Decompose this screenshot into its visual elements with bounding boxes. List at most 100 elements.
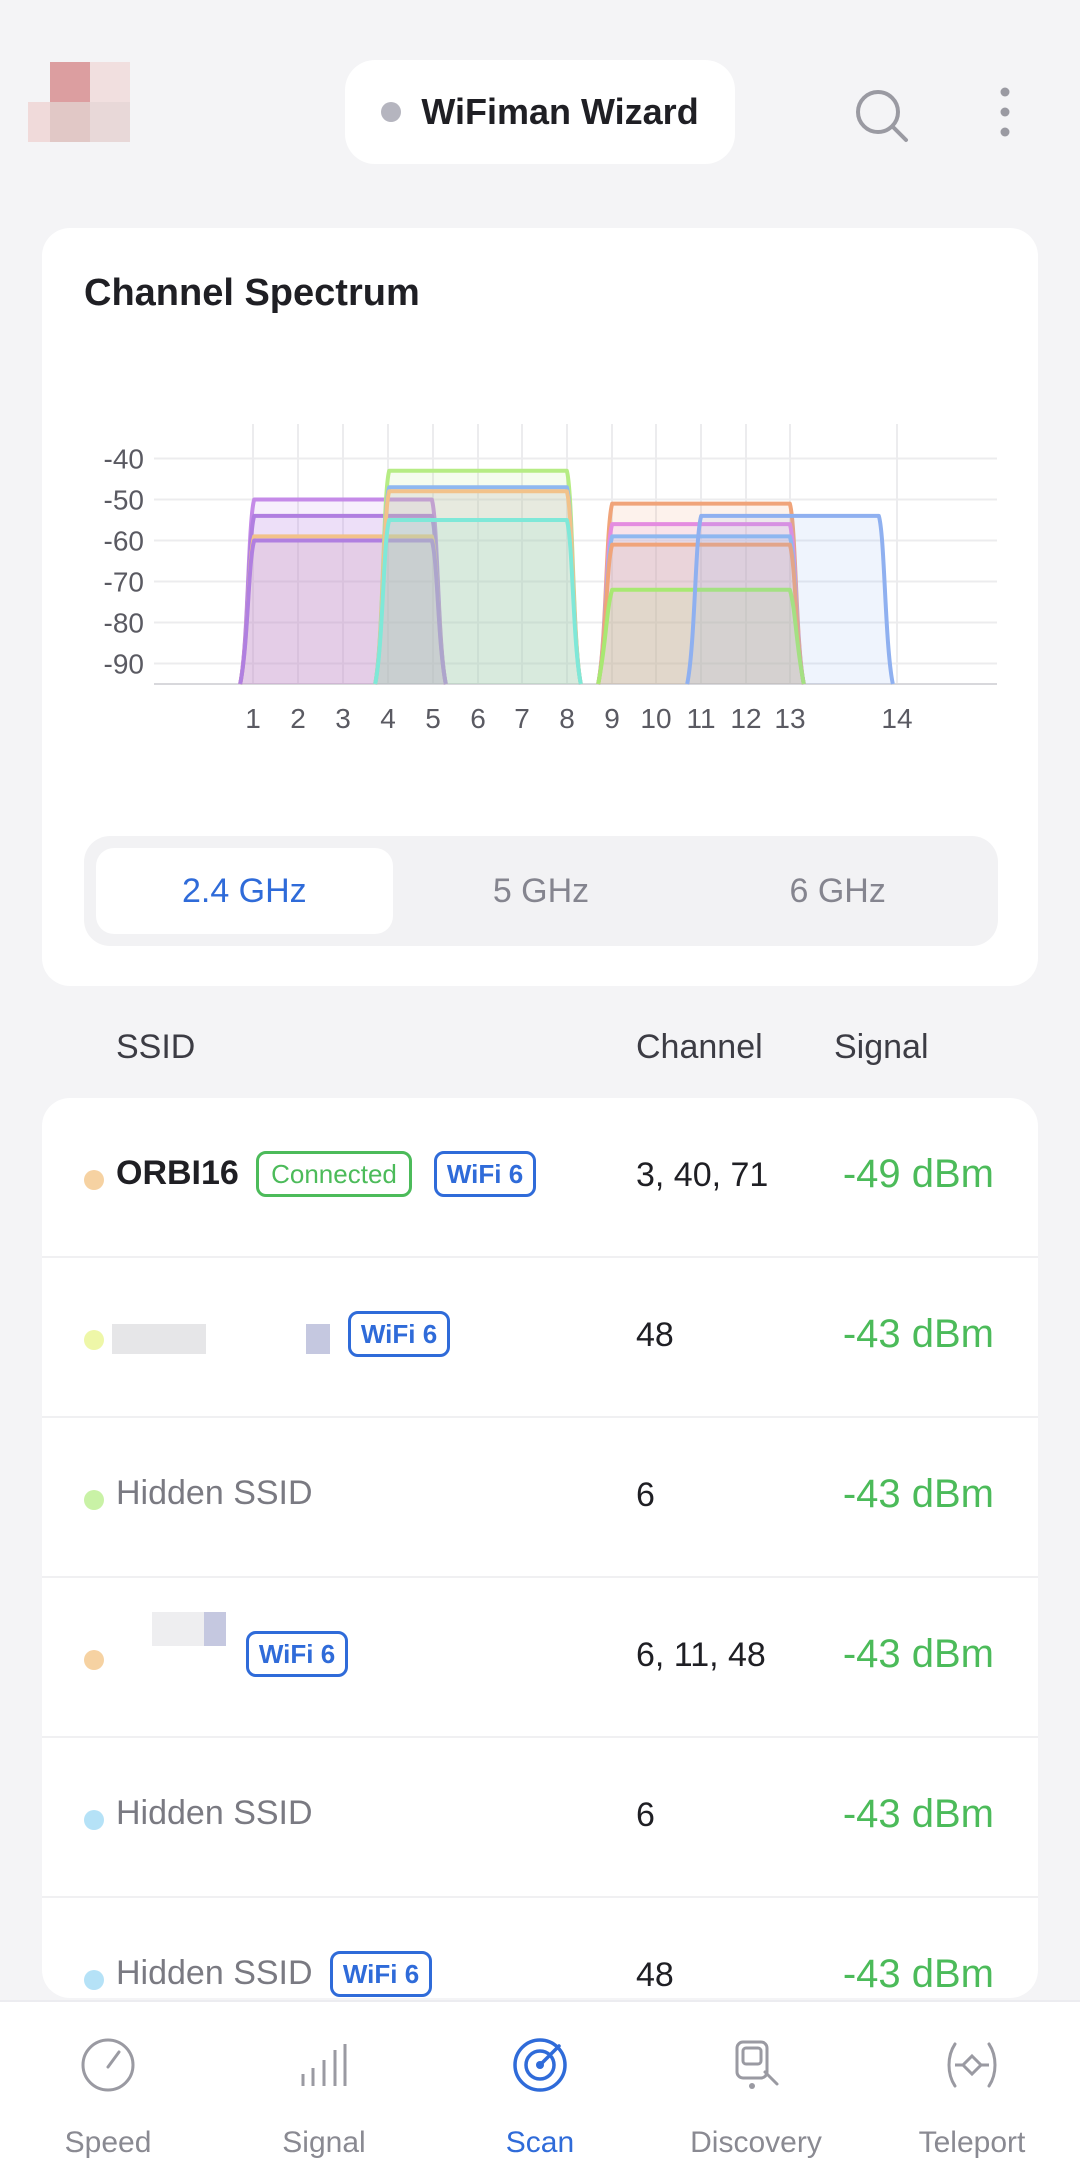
x-tick-label: 5 [425, 703, 441, 734]
signal-value: -43 dBm [842, 1472, 994, 1516]
column-signal[interactable]: Signal [834, 1028, 929, 1066]
spectrum-line [596, 587, 806, 685]
x-tick-label: 13 [774, 703, 805, 734]
wifi6-badge: WiFi 6 [246, 1631, 348, 1677]
network-color-dot [84, 1810, 104, 1830]
table-row[interactable]: Hidden SSID 6 -43 dBm [42, 1738, 1038, 1898]
ssid-name: ORBI16 [116, 1154, 239, 1192]
y-tick-label: -60 [104, 526, 144, 557]
wifiman-wizard-button[interactable]: WiFiman Wizard [345, 60, 735, 164]
spectrum-line [685, 513, 895, 685]
ssid-name: Hidden SSID [116, 1474, 313, 1512]
spectrum-area [240, 536, 446, 684]
spectrum-area [240, 515, 446, 684]
spectrum-area [598, 524, 804, 684]
x-tick-label: 11 [686, 703, 715, 734]
x-tick-label: 8 [559, 703, 575, 734]
network-color-dot [84, 1650, 104, 1670]
channel-value: 3, 40, 71 [636, 1156, 769, 1194]
x-tick-label: 4 [380, 703, 396, 734]
channel-value: 48 [636, 1316, 674, 1354]
nav-label: Scan [505, 2126, 575, 2159]
connected-badge: Connected [256, 1151, 412, 1197]
y-tick-label: -70 [104, 567, 144, 598]
search-icon[interactable] [852, 86, 912, 146]
spectrum-area [598, 503, 804, 684]
more-vertical-icon[interactable] [990, 84, 1020, 144]
spectrum-line [373, 518, 583, 685]
x-tick-label: 12 [730, 703, 761, 734]
nav-label: Signal [282, 2126, 366, 2159]
signal-value: -43 dBm [842, 1312, 994, 1356]
spectrum-area [240, 540, 446, 684]
network-color-dot [84, 1170, 104, 1190]
wizard-label: WiFiman Wizard [421, 91, 699, 132]
redacted-ssid [112, 1324, 206, 1354]
signal-bars-icon [301, 2044, 347, 2086]
wifi6-badge: WiFi 6 [330, 1951, 432, 1997]
redacted-ssid [306, 1324, 330, 1354]
nav-label: Discovery [690, 2126, 822, 2159]
channel-value: 6 [636, 1476, 655, 1514]
table-row[interactable]: WiFi 6 6, 11, 48 -43 dBm [42, 1578, 1038, 1738]
tab-5-ghz[interactable]: 5 GHz [492, 871, 590, 910]
nav-scan[interactable]: Scan [432, 2002, 648, 2178]
spectrum-area [598, 589, 804, 684]
status-dot [381, 102, 402, 122]
nav-label: Speed [64, 2126, 152, 2159]
nav-signal[interactable]: Signal [216, 2002, 432, 2178]
spectrum-area [375, 520, 581, 684]
x-tick-label: 10 [640, 703, 671, 734]
wifi6-badge: WiFi 6 [348, 1311, 450, 1357]
radar-scan-icon [513, 2038, 567, 2092]
x-tick-label: 14 [881, 703, 912, 734]
x-tick-label: 1 [245, 703, 261, 734]
x-tick-label: 3 [335, 703, 351, 734]
network-list: ORBI16 Connected WiFi 6 3, 40, 71 -49 dB… [42, 1098, 1038, 1998]
wifi6-badge: WiFi 6 [434, 1151, 536, 1197]
tab-2-4-ghz[interactable]: 2.4 GHz [96, 848, 393, 934]
channel-spectrum-card: Channel Spectrum -40 -50 -60 -70 -80 -90 1 2 3 4 5… [42, 228, 1038, 986]
spectrum-area [687, 515, 893, 684]
network-color-dot [84, 1490, 104, 1510]
card-title: Channel Spectrum [84, 272, 420, 314]
x-tick-label: 6 [470, 703, 486, 734]
channel-value: 48 [636, 1956, 674, 1994]
redacted-ssid [204, 1612, 226, 1646]
avatar[interactable] [28, 62, 148, 152]
table-row[interactable]: WiFi 6 48 -43 dBm [42, 1258, 1038, 1418]
spectrum-area [375, 491, 581, 684]
nav-label: Teleport [918, 2126, 1026, 2159]
spectrum-area [240, 499, 446, 684]
x-tick-label: 9 [604, 703, 620, 734]
bottom-navigation: Speed Signal Scan [0, 2000, 1080, 2178]
spectrum-area [375, 487, 581, 684]
channel-value: 6, 11, 48 [636, 1636, 766, 1674]
nav-teleport[interactable]: Teleport [864, 2002, 1080, 2178]
channel-spectrum-chart: -40-50-60-70-80-901 2 3 4 5 6 7 8 9 10 11 12 13 14 [104, 424, 997, 734]
speedometer-icon [81, 2038, 135, 2092]
table-row[interactable]: Hidden SSID 6 -43 dBm [42, 1418, 1038, 1578]
spectrum-area [598, 544, 804, 684]
network-color-dot [84, 1970, 104, 1990]
signal-value: -43 dBm [842, 1792, 994, 1836]
ssid-name: Hidden SSID [116, 1794, 313, 1832]
x-tick-label: 2 [290, 703, 306, 734]
ssid-name: Hidden SSID [116, 1954, 313, 1992]
signal-value: -49 dBm [842, 1152, 994, 1196]
signal-value: -43 dBm [842, 1632, 994, 1676]
table-row[interactable]: Hidden SSID WiFi 6 48 -43 dBm [42, 1898, 1038, 1998]
nav-speed[interactable]: Speed [0, 2002, 216, 2178]
y-tick-label: -40 [104, 444, 144, 475]
band-tabs: 2.4 GHz 5 GHz 6 GHz [84, 836, 998, 946]
column-channel[interactable]: Channel [636, 1028, 763, 1066]
spectrum-area [598, 536, 804, 684]
table-row[interactable]: ORBI16 Connected WiFi 6 3, 40, 71 -49 dB… [42, 1098, 1038, 1258]
spectrum-area [375, 470, 581, 684]
column-ssid[interactable]: SSID [116, 1028, 196, 1066]
table-header: SSID Channel Signal [0, 1028, 1080, 1078]
network-color-dot [84, 1330, 104, 1350]
nav-discovery[interactable]: Discovery [648, 2002, 864, 2178]
tab-6-ghz[interactable]: 6 GHz [789, 871, 886, 910]
